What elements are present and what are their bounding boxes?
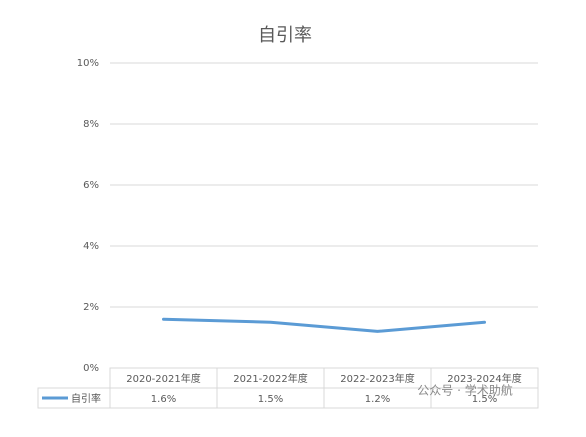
y-tick-label: 10% <box>77 58 99 69</box>
x-tick-label: 2022-2023年度 <box>340 372 415 385</box>
x-tick-label: 2020-2021年度 <box>126 372 201 385</box>
table-value: 1.5% <box>472 394 497 405</box>
table-legend-cell <box>37 387 111 409</box>
y-tick-label: 6% <box>83 180 99 191</box>
y-tick-label: 8% <box>83 119 99 130</box>
table-value: 1.6% <box>151 394 176 405</box>
y-tick-label: 2% <box>83 302 99 313</box>
x-tick-label: 2021-2022年度 <box>233 372 308 385</box>
y-tick-label: 4% <box>83 241 99 252</box>
table-value: 1.5% <box>258 394 283 405</box>
legend-label: 自引率 <box>71 392 101 405</box>
watermark: 公众号 · 学术助航 <box>417 383 512 398</box>
chart-title: 自引率 <box>258 25 312 46</box>
data-line <box>162 317 486 333</box>
table-value: 1.2% <box>365 394 390 405</box>
y-tick-label: 0% <box>83 363 99 374</box>
x-tick-label: 2023-2024年度 <box>447 372 522 385</box>
